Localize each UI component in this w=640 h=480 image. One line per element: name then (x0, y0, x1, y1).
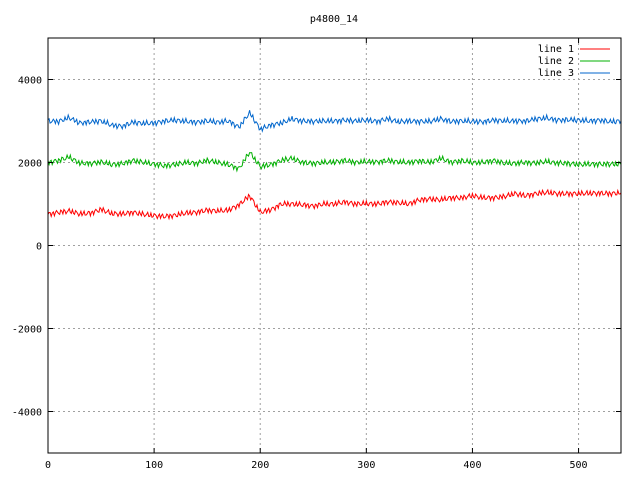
legend-label-2: line 2 (538, 56, 574, 67)
legend-label-3: line 3 (538, 68, 574, 79)
series-line-3 (47, 110, 622, 133)
x-tick-label: 300 (357, 460, 375, 471)
axis-ticks: 0 100 200 300 400 500 -4000 -2000 0 2000 4000 (12, 38, 621, 471)
series-line-2 (47, 152, 622, 173)
y-tick-label: -2000 (12, 325, 42, 336)
y-tick-label: 4000 (18, 76, 42, 87)
grid-lines (48, 38, 621, 453)
y-tick-label: -4000 (12, 408, 42, 419)
y-tick-label: 0 (36, 242, 42, 253)
x-tick-label: 200 (251, 460, 269, 471)
series-layer (47, 110, 622, 221)
legend-label-1: line 1 (538, 44, 574, 55)
chart-title: p4800_14 (310, 14, 358, 25)
x-tick-label: 500 (570, 460, 588, 471)
x-tick-label: 0 (45, 460, 51, 471)
x-tick-label: 100 (145, 460, 163, 471)
series-line-1 (47, 188, 622, 221)
y-tick-label: 2000 (18, 159, 42, 170)
x-tick-label: 400 (463, 460, 481, 471)
